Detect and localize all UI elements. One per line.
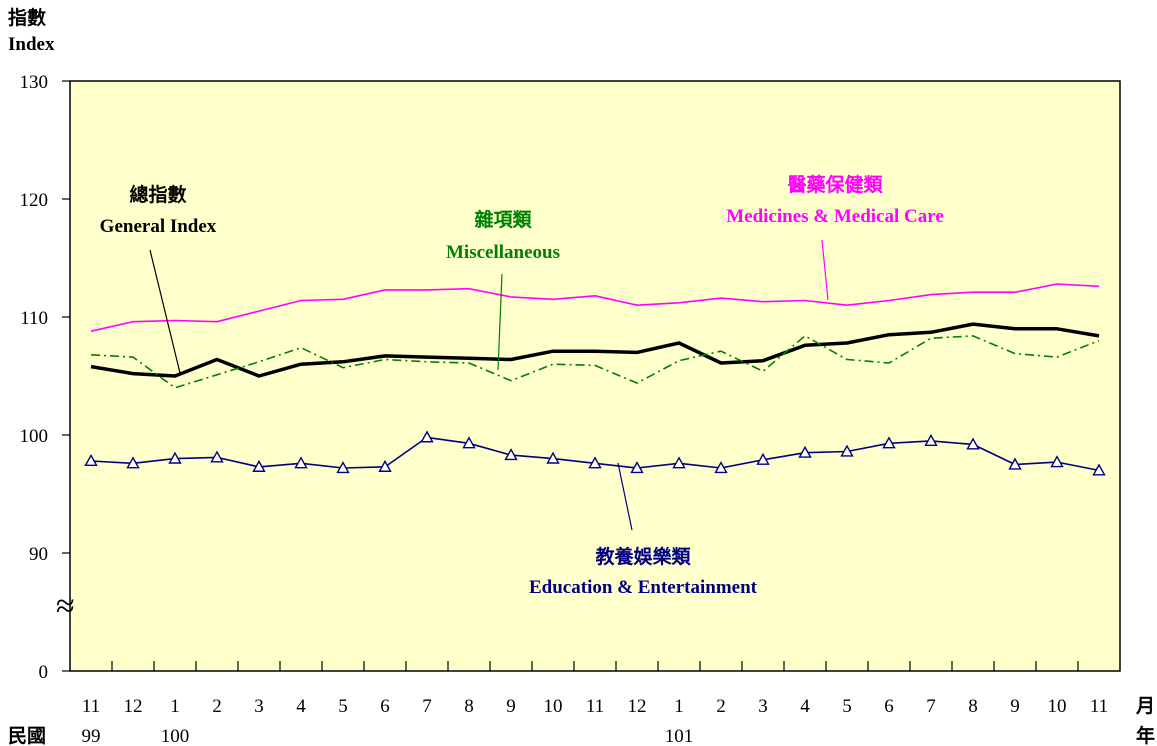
education-data-point	[588, 456, 602, 469]
education-data-point	[378, 459, 392, 472]
education-data-point	[420, 430, 434, 443]
y-axis-label-zh: 指數	[8, 7, 46, 29]
x-tick-label: 5	[842, 696, 852, 717]
x-unit-year: 年	[1136, 724, 1155, 746]
education-data-point	[336, 461, 350, 474]
education-data-point	[630, 461, 644, 474]
x-tick-label: 10	[544, 696, 563, 717]
x-tick-label: 2	[716, 696, 726, 717]
medicines-leader-line	[821, 239, 829, 301]
x-unit-month: 月	[1135, 696, 1155, 717]
general-leader-line	[149, 249, 181, 374]
general-series-line	[90, 322, 1100, 378]
education-data-point	[1092, 463, 1106, 476]
education-data-point	[84, 454, 98, 467]
misc-series-line	[90, 335, 1100, 389]
x-tick-label: 11	[1090, 696, 1108, 717]
education-data-point	[924, 433, 938, 446]
x-tick-label: 7	[422, 696, 432, 717]
general-label-en: General Index	[100, 216, 217, 237]
education-data-point	[714, 461, 728, 474]
x-tick-label: 3	[254, 696, 264, 717]
x-tick-label: 5	[338, 696, 348, 717]
x-tick-label: 3	[758, 696, 768, 717]
education-label-en: Education & Entertainment	[529, 577, 758, 598]
plot-area	[69, 80, 1121, 672]
education-data-point	[966, 437, 980, 450]
misc-label-en: Miscellaneous	[446, 242, 560, 263]
education-data-point	[504, 448, 518, 461]
y-tick-label: 110	[20, 308, 48, 329]
x-tick-label: 10	[1048, 696, 1067, 717]
series-annotations: 總指數 General Index 雜項類 Miscellaneous 醫藥保健…	[100, 173, 944, 598]
x-tick-label: 6	[884, 696, 894, 717]
x-tick-label: 1	[170, 696, 180, 717]
education-data-point	[756, 452, 770, 465]
education-data-point	[546, 451, 560, 464]
x-tick-label: 4	[800, 696, 810, 717]
education-data-point	[294, 456, 308, 469]
x-era-label: 民國	[8, 725, 46, 746]
x-tick-label: 9	[506, 696, 516, 717]
x-tick-label: 12	[124, 696, 143, 717]
education-data-point	[672, 456, 686, 469]
education-data-point	[252, 459, 266, 472]
x-tick-label: 8	[968, 696, 978, 717]
x-year-label: 99	[82, 726, 101, 746]
y-tick-label: 90	[29, 544, 48, 565]
x-tick-label: 6	[380, 696, 390, 717]
x-tick-label: 9	[1010, 696, 1020, 717]
y-tick-label: 120	[20, 190, 49, 211]
x-year-label: 101	[665, 726, 694, 746]
series-layer	[84, 283, 1106, 476]
y-tick-labels: 130 120 110 100 90 0	[20, 72, 49, 683]
education-data-point	[168, 451, 182, 464]
medicines-series-line	[90, 283, 1100, 332]
x-tick-label: 12	[628, 696, 647, 717]
medicines-label-zh: 醫藥保健類	[787, 173, 883, 196]
education-data-point	[882, 436, 896, 449]
axis-break-symbol: ≈	[56, 588, 75, 625]
education-label-zh: 教養娛樂類	[595, 545, 691, 568]
education-data-point	[1008, 457, 1022, 470]
x-tick-label: 7	[926, 696, 936, 717]
axis-ticks	[62, 80, 1079, 672]
education-data-point	[210, 450, 224, 463]
x-tick-label: 11	[82, 696, 100, 717]
education-data-point	[462, 436, 476, 449]
education-data-point	[840, 444, 854, 457]
misc-leader-line	[497, 273, 503, 371]
medicines-label-en: Medicines & Medical Care	[726, 206, 944, 227]
education-data-point	[1050, 455, 1064, 468]
x-tick-label: 8	[464, 696, 474, 717]
y-tick-label: 130	[20, 72, 49, 93]
x-year-label: 100	[161, 726, 190, 746]
misc-label-zh: 雜項類	[474, 208, 532, 231]
education-data-point	[798, 445, 812, 458]
general-label-zh: 總指數	[129, 183, 186, 206]
y-axis-label-en: Index	[8, 34, 55, 55]
education-leader-line	[617, 462, 633, 531]
x-tick-label: 4	[296, 696, 306, 717]
education-data-point	[126, 456, 140, 469]
y-tick-label: 100	[20, 426, 49, 447]
x-tick-label: 11	[586, 696, 604, 717]
y-tick-label: 0	[39, 662, 49, 683]
x-tick-label: 1	[674, 696, 684, 717]
x-tick-label: 2	[212, 696, 222, 717]
